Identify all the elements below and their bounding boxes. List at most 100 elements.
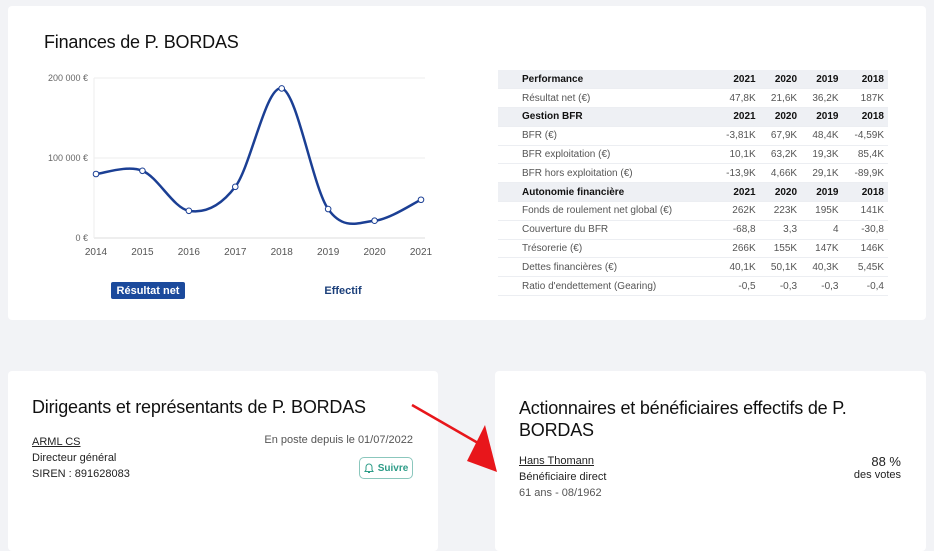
year-header: 2018	[842, 70, 888, 90]
year-header: 2020	[759, 182, 802, 203]
cell-value: 4	[801, 220, 843, 240]
cell-value: 40,3K	[801, 257, 843, 278]
cell-value: -3,81K	[714, 126, 760, 146]
year-header: 2018	[842, 107, 888, 127]
dirigeants-card: Dirigeants et représentants de P. BORDAS…	[8, 371, 438, 551]
x-tick-label: 2016	[178, 247, 201, 258]
x-tick-label: 2015	[131, 247, 154, 258]
cell-value: -0,3	[801, 276, 843, 297]
cell-value: 47,8K	[714, 88, 760, 109]
cell-value: -0,5	[714, 276, 760, 297]
follow-label: Suivre	[377, 462, 409, 474]
year-header: 2019	[801, 107, 843, 127]
cell-value: 3,3	[759, 220, 802, 240]
finance-table: Performance 2021 2020 2019 2018 Résultat net …	[498, 70, 888, 297]
data-point	[231, 183, 239, 191]
cell-value: -68,8	[714, 220, 760, 240]
actionnaire-name-link[interactable]: Hans Thomann	[519, 455, 595, 467]
cell-value: 4,66K	[759, 163, 802, 184]
tab-resultat-net[interactable]: Résultat net	[111, 282, 185, 299]
cell-value: -89,9K	[842, 163, 888, 184]
section-header-row: Autonomie financière 2021 2020 2019 2018	[498, 182, 888, 203]
year-header: 2020	[759, 70, 802, 90]
cell-value: 19,3K	[801, 145, 843, 165]
dirigeant-name-link[interactable]: ARML CS	[32, 436, 81, 448]
cell-value: 63,2K	[759, 145, 802, 165]
x-tick-label: 2021	[410, 247, 433, 258]
row-label: Dettes financières (€)	[498, 257, 715, 278]
section-title: Autonomie financière	[498, 182, 715, 203]
section-header-row: Gestion BFR 2021 2020 2019 2018	[498, 107, 888, 127]
data-point	[371, 217, 378, 225]
actionnaires-card: Actionnaires et bénéficiaires effectifs …	[495, 371, 926, 551]
row-label: Résultat net (€)	[498, 88, 715, 109]
vote-percent: 88 %	[871, 454, 901, 469]
section-title: Performance	[498, 70, 715, 90]
x-tick-label: 2018	[271, 247, 294, 258]
cell-value: 141K	[842, 201, 888, 221]
table-row: Fonds de roulement net global (€) 262K 223…	[498, 201, 888, 221]
finances-title: Finances de P. BORDAS	[44, 32, 239, 52]
y-tick-label: 100 000 €	[48, 153, 88, 163]
cell-value: 48,4K	[801, 126, 843, 146]
cell-value: 147K	[801, 239, 843, 259]
year-header: 2021	[714, 107, 760, 127]
series-line	[95, 87, 422, 225]
cell-value: 5,45K	[842, 257, 888, 278]
y-tick-label: 0 €	[75, 233, 88, 243]
row-label: BFR exploitation (€)	[498, 145, 715, 165]
cell-value: 155K	[759, 239, 802, 259]
cell-value: -30,8	[842, 220, 888, 240]
cell-value: 146K	[842, 239, 888, 259]
year-header: 2019	[801, 182, 843, 203]
year-header: 2018	[842, 182, 888, 203]
table-row: BFR exploitation (€) 10,1K 63,2K 19,3K 85,4K	[498, 145, 888, 165]
cell-value: -0,4	[842, 276, 888, 297]
row-label: Couverture du BFR	[498, 220, 715, 240]
row-label: Fonds de roulement net global (€)	[498, 201, 715, 221]
table-row: Résultat net (€) 47,8K 21,6K 36,2K 187K	[498, 88, 888, 109]
cell-value: -0,3	[759, 276, 802, 297]
data-point	[92, 170, 100, 178]
row-label: BFR hors exploitation (€)	[498, 163, 715, 184]
data-point	[278, 85, 286, 92]
cell-value: 67,9K	[759, 126, 802, 146]
year-header: 2019	[801, 70, 843, 90]
row-label: Trésorerie (€)	[498, 239, 715, 259]
cell-value: 40,1K	[714, 257, 760, 278]
cell-value: 262K	[714, 201, 760, 221]
cell-value: 50,1K	[759, 257, 802, 278]
cell-value: 85,4K	[842, 145, 888, 165]
finances-card: Finances de P. BORDAS 0 € 100 000 € 200 00…	[8, 6, 926, 320]
cell-value: 195K	[801, 201, 843, 221]
x-tick-label: 2017	[224, 247, 247, 258]
section-title: Gestion BFR	[498, 107, 715, 127]
section-header-row: Performance 2021 2020 2019 2018	[498, 70, 888, 90]
data-point	[324, 205, 332, 213]
follow-button[interactable]: Suivre	[359, 457, 413, 479]
cell-value: 10,1K	[714, 145, 760, 165]
actionnaire-age: 61 ans - 08/1962	[519, 487, 602, 499]
cell-value: 266K	[714, 239, 760, 259]
year-header: 2020	[759, 107, 802, 127]
actionnaires-title: Actionnaires et bénéficiaires effectifs …	[519, 398, 847, 440]
table-row: Ratio d'endettement (Gearing) -0,5 -0,3 -0,…	[498, 276, 888, 297]
table-row: BFR hors exploitation (€) -13,9K 4,66K 29,1…	[498, 163, 888, 184]
x-tick-label: 2020	[363, 247, 386, 258]
x-tick-label: 2014	[85, 247, 108, 258]
cell-value: 223K	[759, 201, 802, 221]
cell-value: -4,59K	[842, 126, 888, 146]
cell-value: 21,6K	[759, 88, 802, 109]
x-tick-label: 2019	[317, 247, 340, 258]
table-row: BFR (€) -3,81K 67,9K 48,4K -4,59K	[498, 126, 888, 146]
data-point	[417, 196, 425, 204]
year-header: 2021	[714, 70, 760, 90]
table-row: Dettes financières (€) 40,1K 50,1K 40,3K 5,4…	[498, 257, 888, 278]
row-label: BFR (€)	[498, 126, 715, 146]
bell-icon	[363, 462, 374, 473]
data-point	[185, 207, 193, 215]
cell-value: 187K	[842, 88, 888, 109]
dirigeant-role: Directeur général	[32, 452, 117, 464]
row-label: Ratio d'endettement (Gearing)	[498, 276, 715, 297]
tab-effectif[interactable]: Effectif	[324, 284, 362, 297]
